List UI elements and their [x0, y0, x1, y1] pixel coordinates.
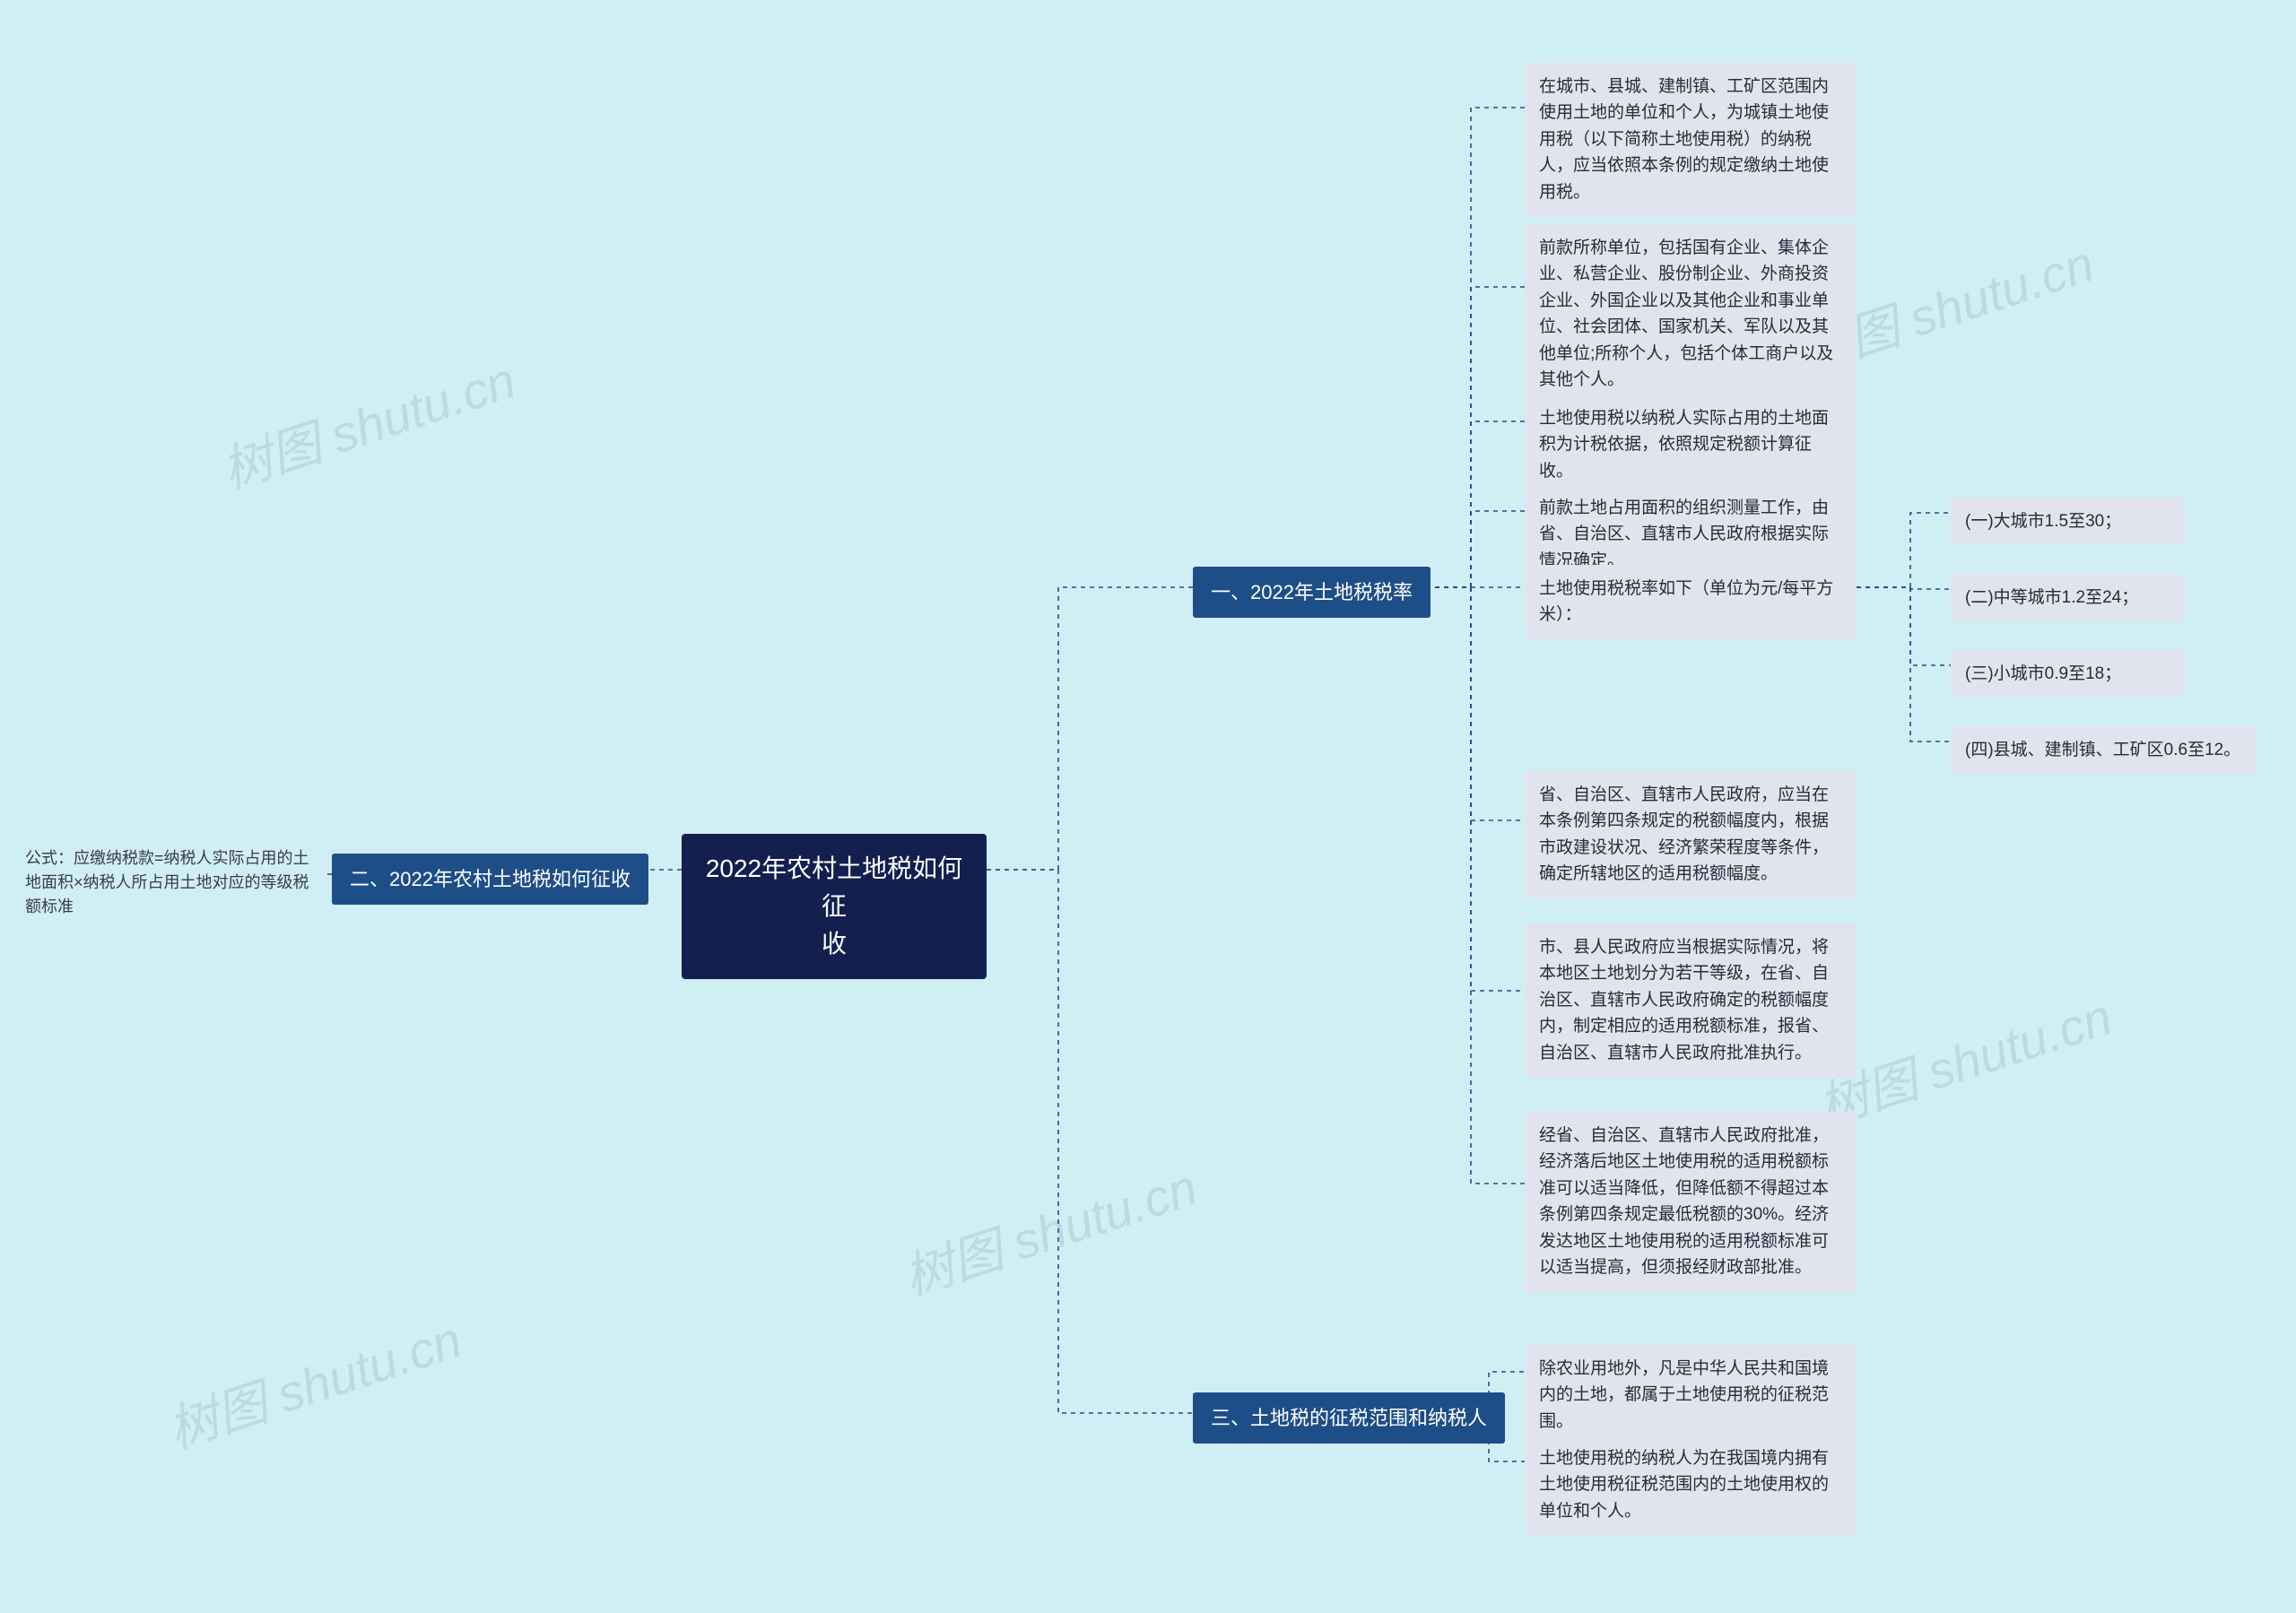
leaf-3a: 除农业用地外，凡是中华人民共和国境内的土地，都属于土地使用税的征税范围。	[1525, 1345, 1857, 1445]
leaf-1e: 土地使用税税率如下（单位为元/每平方米）：	[1525, 565, 1857, 639]
watermark: 树图 shutu.cn	[893, 1148, 1205, 1311]
leaf-1g: 市、县人民政府应当根据实际情况，将本地区土地划分为若干等级，在省、自治区、直辖市…	[1525, 924, 1857, 1077]
rate-1: (一)大城市1.5至30；	[1951, 498, 2184, 545]
root-label-line1: 2022年农村土地税如何征	[705, 850, 963, 925]
leaf-3b: 土地使用税的纳税人为在我国境内拥有土地使用税征税范围内的土地使用权的单位和个人。	[1525, 1435, 1857, 1535]
branch-3: 三、土地税的征税范围和纳税人	[1193, 1392, 1505, 1444]
root-node: 2022年农村土地税如何征 收	[682, 834, 987, 979]
branch-1: 一、2022年土地税税率	[1193, 567, 1431, 618]
leaf-1f: 省、自治区、直辖市人民政府，应当在本条例第四条规定的税额幅度内，根据市政建设状况…	[1525, 771, 1857, 898]
connector-lines	[0, 0, 2296, 1613]
root-label-line2: 收	[705, 925, 963, 963]
leaf-1b: 前款所称单位，包括国有企业、集体企业、私营企业、股份制企业、外商投资企业、外国企…	[1525, 224, 1857, 404]
watermark: 树图 shutu.cn	[212, 341, 524, 504]
leaf-1h: 经省、自治区、直辖市人民政府批准，经济落后地区土地使用税的适用税额标准可以适当降…	[1525, 1112, 1857, 1292]
leaf-formula: 公式：应缴纳税款=纳税人实际占用的土地面积×纳税人所占用土地对应的等级税额标准	[18, 843, 323, 923]
leaf-1c: 土地使用税以纳税人实际占用的土地面积为计税依据，依照规定税额计算征收。	[1525, 395, 1857, 495]
branch-2: 二、2022年农村土地税如何征收	[332, 854, 648, 905]
rate-2: (二)中等城市1.2至24；	[1951, 574, 2184, 621]
watermark: 树图 shutu.cn	[158, 1300, 470, 1463]
leaf-1a: 在城市、县城、建制镇、工矿区范围内使用土地的单位和个人，为城镇土地使用税（以下简…	[1525, 63, 1857, 216]
rate-3: (三)小城市0.9至18；	[1951, 650, 2184, 698]
rate-4: (四)县城、建制镇、工矿区0.6至12。	[1951, 726, 2256, 774]
